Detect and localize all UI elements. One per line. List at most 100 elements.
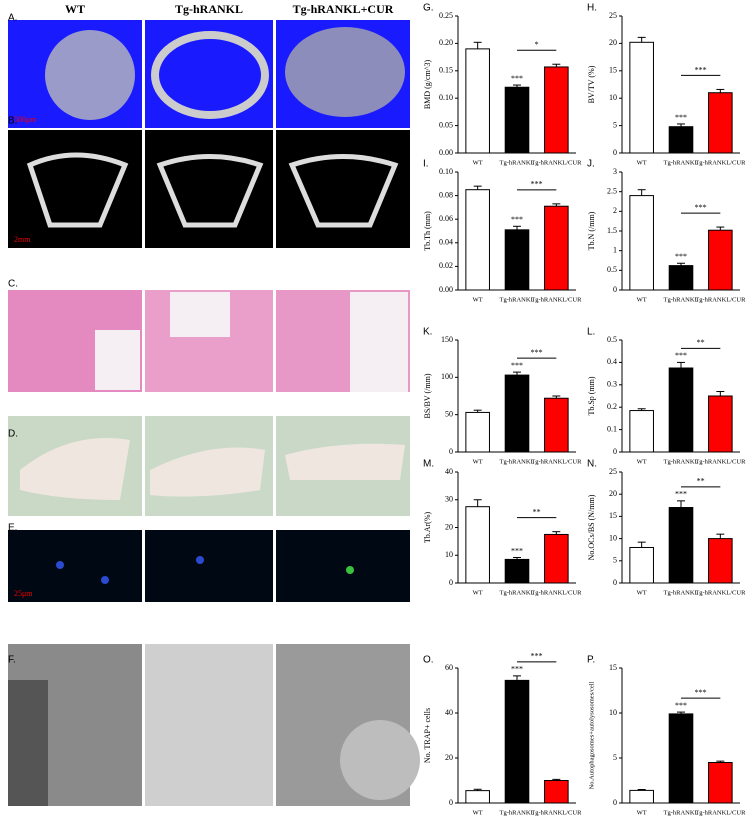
panel-label: J.	[587, 159, 595, 170]
image-panel	[145, 130, 273, 248]
y-tick-label: 0	[613, 447, 617, 456]
bar	[504, 558, 530, 584]
x-tick-label: WT	[637, 589, 647, 596]
bone-trabecula	[150, 447, 265, 497]
y-axis-label: Tb.N (/mm)	[587, 211, 596, 250]
bar	[708, 92, 733, 154]
significance-label: ***	[675, 701, 687, 710]
y-tick-label: 15	[609, 511, 617, 520]
bar	[544, 66, 569, 154]
bar	[708, 762, 733, 804]
x-tick-label: Tg-hRANKL/CUR	[531, 589, 582, 596]
significance-label: ***	[675, 252, 687, 261]
x-tick-label: Tg-hRANKL	[663, 159, 698, 166]
significance-label: **	[697, 338, 705, 347]
significance-label: ***	[531, 348, 543, 357]
x-tick-label: Tg-hRANKL/CUR	[695, 296, 746, 303]
x-tick-label: WT	[473, 296, 483, 303]
bar	[708, 395, 733, 453]
nucleus	[196, 556, 204, 564]
y-tick-label: 15	[609, 66, 617, 75]
y-tick-label: 0.5	[607, 335, 617, 344]
significance-label: ***	[531, 180, 543, 189]
bone-render	[285, 27, 405, 117]
y-tick-label: 0.00	[439, 285, 453, 294]
significance-label: **	[533, 507, 541, 516]
nucleus	[8, 680, 48, 806]
micro-ct-2d-row	[8, 130, 410, 248]
panel-label: L.	[587, 327, 595, 338]
y-axis-label: Tb.Ar(%)	[423, 512, 432, 544]
y-tick-label: 0.08	[439, 190, 453, 199]
x-tick-label: Tg-hRANKL/CUR	[695, 589, 746, 596]
x-tick-label: WT	[637, 296, 647, 303]
fluorescence-row	[8, 530, 410, 602]
y-tick-label: 1	[613, 245, 617, 254]
bar	[629, 789, 654, 804]
panel-label: P.	[587, 655, 595, 666]
bar	[668, 713, 694, 804]
significance-label: ***	[511, 546, 523, 555]
panel-label: N.	[587, 459, 597, 470]
bar	[544, 397, 569, 453]
y-axis-label: No. TRAP+ cells	[423, 708, 432, 763]
y-tick-label: 10	[609, 533, 617, 542]
nucleus	[56, 561, 64, 569]
significance-label: ***	[695, 203, 707, 212]
x-tick-label: Tg-hRANKL/CUR	[695, 458, 746, 465]
significance-label: ***	[511, 74, 523, 83]
he-stain-row	[8, 290, 410, 392]
scale-bar-label: 25μm	[14, 589, 33, 598]
x-tick-label: WT	[473, 159, 483, 166]
y-tick-label: 0.3	[607, 380, 617, 389]
bar	[504, 229, 530, 291]
y-axis-label: Tb.Sp (mm)	[587, 376, 596, 415]
x-tick-label: WT	[637, 458, 647, 465]
panel-label: C.	[8, 279, 18, 290]
y-tick-label: 0	[613, 285, 617, 294]
x-tick-label: Tg-hRANKL	[663, 458, 698, 465]
bar	[544, 533, 569, 584]
bar	[668, 126, 694, 154]
significance-label: ***	[695, 65, 707, 74]
panel-label: I.	[423, 159, 429, 170]
y-axis-label: BS/BV (/mm)	[423, 373, 432, 418]
significance-label: ***	[511, 665, 523, 674]
marrow-fat	[95, 330, 140, 390]
bar	[708, 229, 733, 291]
bone-section	[156, 154, 264, 228]
x-tick-label: Tg-hRANKL/CUR	[531, 458, 582, 465]
bar	[504, 374, 530, 453]
panel-label: M.	[423, 459, 434, 470]
y-tick-label: 10	[609, 708, 617, 717]
column-header: WT	[65, 2, 85, 16]
y-tick-label: 0	[613, 148, 617, 157]
y-tick-label: 0.15	[439, 66, 453, 75]
x-tick-label: Tg-hRANKL	[663, 296, 698, 303]
x-tick-label: Tg-hRANKL/CUR	[531, 159, 582, 166]
image-panel	[8, 130, 142, 248]
bar	[708, 538, 733, 584]
panel-label: K.	[423, 327, 432, 338]
significance-label: ***	[695, 688, 707, 697]
image-panel	[145, 530, 273, 602]
y-tick-label: 10	[445, 550, 453, 559]
trap-stain-row	[8, 416, 410, 516]
y-tick-label: 0	[449, 447, 453, 456]
y-tick-label: 0	[613, 578, 617, 587]
bar	[465, 189, 490, 291]
bone-section	[26, 152, 129, 228]
x-tick-label: WT	[473, 458, 483, 465]
y-tick-label: 0.10	[439, 167, 453, 176]
bar	[465, 506, 490, 584]
y-tick-label: 0.1	[607, 424, 617, 433]
image-panel	[276, 130, 410, 248]
panel-label: O.	[423, 655, 434, 666]
panel-label: G.	[423, 3, 434, 14]
panel-label: A.	[8, 13, 17, 24]
y-axis-label: BMD (g/cm^3)	[423, 60, 432, 110]
x-tick-label: Tg-hRANKL/CUR	[695, 809, 746, 816]
y-tick-label: 5	[613, 120, 617, 129]
